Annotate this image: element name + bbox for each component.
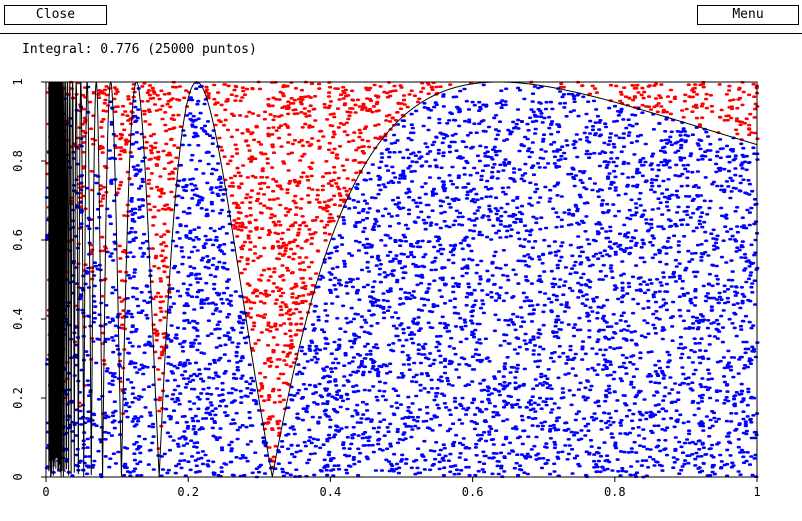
- outside-points: [44, 80, 760, 470]
- x-tick-label: 1: [753, 485, 760, 499]
- y-tick-label: 0: [11, 473, 25, 480]
- integral-readout: Integral: 0.776 (25000 puntos): [22, 42, 257, 57]
- y-axis: 0 0.2 0.4 0.6 0.8 1: [11, 78, 46, 481]
- close-button[interactable]: Close: [4, 5, 107, 25]
- x-tick-label: 0.6: [462, 485, 484, 499]
- y-tick-label: 0.2: [11, 387, 25, 409]
- x-axis: 0 0.2 0.4 0.6 0.8 1: [42, 477, 761, 499]
- x-tick-label: 0.8: [604, 485, 626, 499]
- x-tick-label: 0: [42, 485, 49, 499]
- x-tick-label: 0.2: [177, 485, 199, 499]
- plot-frame: [45, 81, 758, 478]
- y-tick-label: 0.8: [11, 150, 25, 172]
- inside-points: [44, 81, 760, 479]
- y-tick-label: 0.4: [11, 308, 25, 330]
- function-curve: [48, 80, 758, 478]
- menu-button[interactable]: Menu: [697, 5, 799, 25]
- toolbar: Close Menu: [0, 0, 802, 34]
- y-tick-label: 0.6: [11, 229, 25, 251]
- x-tick-label: 0.4: [320, 485, 342, 499]
- y-tick-label: 1: [11, 78, 25, 85]
- scatter-points-layer: [44, 80, 760, 479]
